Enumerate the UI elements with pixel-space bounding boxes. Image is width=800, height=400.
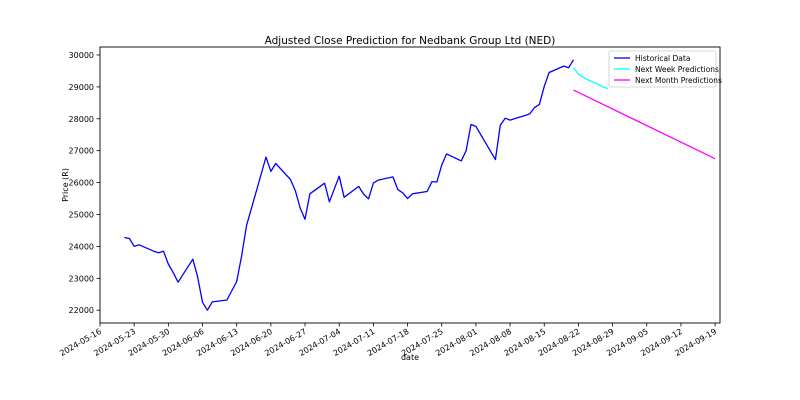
- series-line-2: [573, 89, 716, 160]
- plot-frame: [99, 46, 721, 324]
- x-axis: 2024-05-162024-05-232024-05-302024-06-06…: [58, 323, 718, 358]
- chart-title: Adjusted Close Prediction for Nedbank Gr…: [265, 35, 556, 47]
- y-tick-label: 22000: [69, 306, 94, 315]
- legend-box: [608, 50, 717, 88]
- legend-label: Next Week Predictions: [635, 65, 719, 74]
- y-tick-label: 28000: [69, 115, 94, 124]
- y-tick-label: 23000: [69, 274, 94, 283]
- y-tick-label: 24000: [69, 242, 94, 251]
- legend-label: Next Month Predictions: [635, 76, 722, 85]
- y-axis-label: Price (R): [61, 168, 70, 202]
- x-axis-label: date: [401, 353, 419, 362]
- legend-label: Historical Data: [635, 54, 690, 63]
- y-tick-label: 30000: [69, 51, 94, 60]
- y-axis: 22000 23000 24000 25000 26000 27000 28000 29000…: [69, 51, 100, 315]
- y-tick-label: 27000: [69, 147, 94, 156]
- plot-lines: [124, 59, 716, 311]
- series-line-1: [572, 67, 608, 90]
- y-tick-label: 26000: [69, 179, 94, 188]
- series-line-0: [124, 59, 575, 311]
- legend: Historical Data Next Week Predictions Next…: [608, 50, 722, 88]
- y-tick-label: 29000: [69, 83, 94, 92]
- y-tick-label: 25000: [69, 211, 94, 220]
